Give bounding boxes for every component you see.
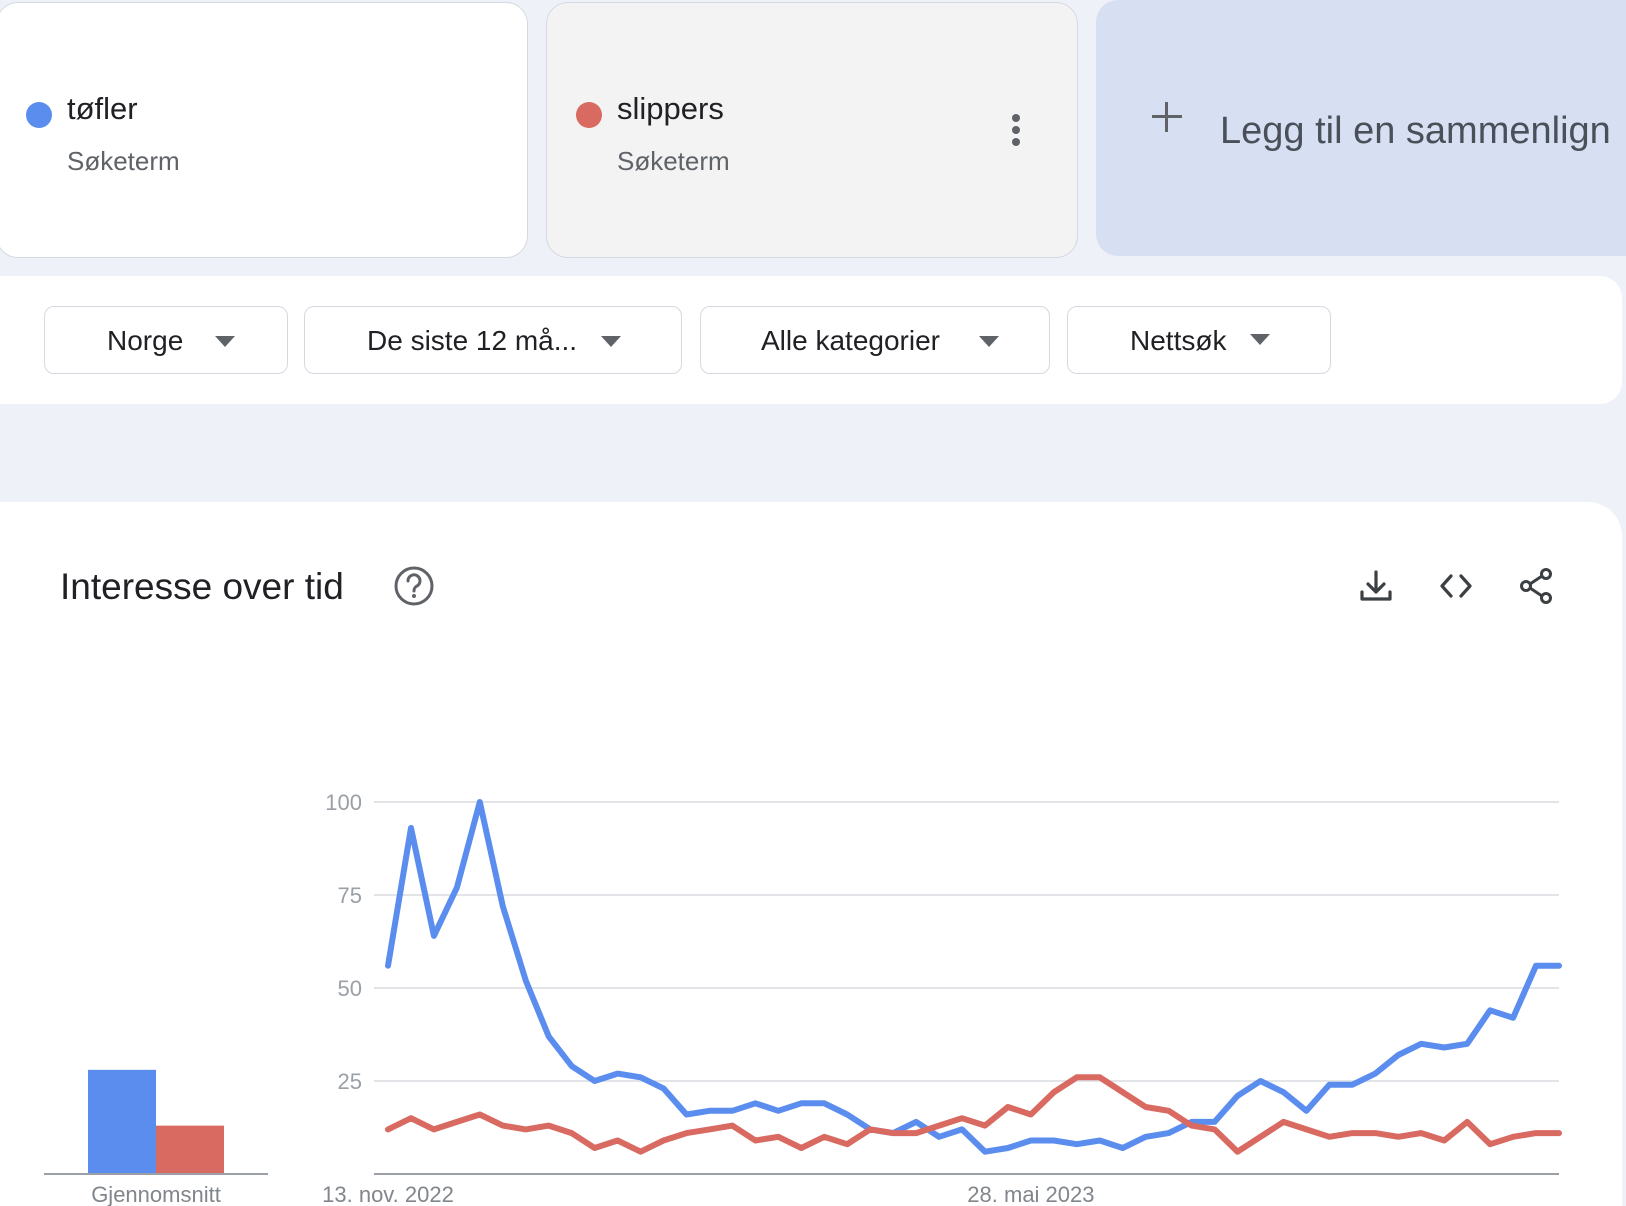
interest-chart: 25 50 75 100 Gjennomsnitt 13. nov. 2022 28. ma…: [44, 790, 1562, 1206]
average-label: Gjennomsnitt: [91, 1182, 221, 1206]
category-dropdown[interactable]: Alle kategorier: [700, 306, 1050, 374]
term-type-label: Søketerm: [67, 146, 180, 176]
add-comparison-button[interactable]: Legg til en sammenlign: [1096, 0, 1626, 256]
period-dropdown[interactable]: De siste 12 må...: [304, 306, 682, 374]
x-tick-label: 28. mai 2023: [967, 1182, 1094, 1206]
term-card-slippers[interactable]: slippers Søketerm: [546, 2, 1078, 258]
y-tick-label: 25: [338, 1069, 362, 1094]
region-dropdown-label: Norge: [107, 325, 184, 356]
dropdown-arrow-icon: [601, 336, 621, 347]
y-tick-label: 50: [338, 976, 362, 1001]
dropdown-arrow-icon: [1250, 334, 1270, 345]
category-dropdown-label: Alle kategorier: [761, 325, 940, 356]
search-type-dropdown-label: Nettsøk: [1130, 325, 1227, 356]
help-icon[interactable]: [392, 564, 436, 608]
embed-code-icon[interactable]: [1436, 566, 1476, 606]
region-dropdown[interactable]: Norge: [44, 306, 288, 374]
series-line-tofler: [385, 799, 1562, 1155]
average-bar-tofler: [88, 1069, 156, 1174]
search-type-dropdown[interactable]: Nettsøk: [1067, 306, 1331, 374]
series-line-slippers: [385, 1074, 1562, 1155]
y-tick-label: 100: [325, 790, 362, 815]
chart-title: Interesse over tid: [60, 566, 344, 607]
share-icon[interactable]: [1516, 566, 1556, 606]
more-options-icon[interactable]: [1005, 111, 1027, 151]
interest-over-time-panel: Interesse over tid 25 50 75 100 Gjennomsnitt…: [0, 502, 1622, 1206]
term-name: slippers: [617, 91, 724, 126]
term-color-dot: [26, 102, 52, 128]
plus-icon: [1150, 100, 1184, 134]
x-tick-label: 13. nov. 2022: [322, 1182, 454, 1206]
dropdown-arrow-icon: [215, 336, 235, 347]
download-icon[interactable]: [1356, 566, 1396, 606]
average-bar-slippers: [156, 1125, 224, 1174]
filter-bar: Norge De siste 12 må... Alle kategorier …: [0, 276, 1622, 404]
term-card-tofler[interactable]: tøfler Søketerm: [0, 2, 528, 258]
y-tick-label: 75: [338, 883, 362, 908]
dropdown-arrow-icon: [979, 336, 999, 347]
term-type-label: Søketerm: [617, 146, 730, 176]
term-color-dot: [576, 102, 602, 128]
term-name: tøfler: [67, 91, 138, 126]
period-dropdown-label: De siste 12 må...: [367, 325, 578, 356]
add-comparison-label: Legg til en sammenlign: [1220, 110, 1611, 152]
